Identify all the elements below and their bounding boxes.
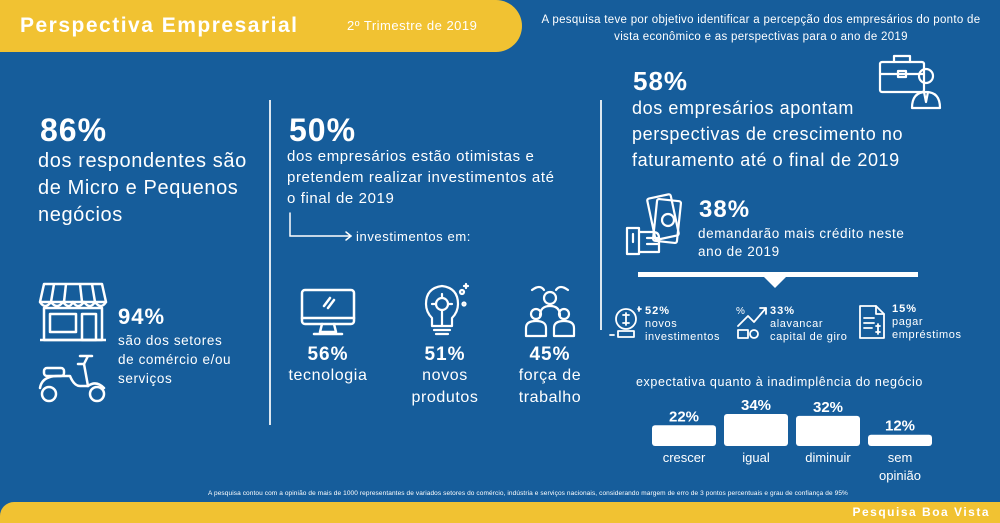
invest-label-2: investimentos	[645, 331, 721, 343]
invest-label-1: novos	[645, 318, 678, 330]
credit-divider-bar	[638, 272, 918, 277]
right-text-1: dos empresários apontam	[632, 98, 854, 118]
right-pct: 58%	[633, 66, 689, 96]
money-hand-icon	[625, 193, 683, 256]
footer-brand: Pesquisa Boa Vista	[852, 505, 990, 519]
products-label-1: novos	[422, 367, 468, 384]
left-pct: 86%	[40, 112, 108, 148]
bar-sem-opinião	[868, 434, 932, 446]
growth-icon: %	[736, 306, 767, 339]
growth-label-1: alavancar	[770, 318, 824, 330]
right-text-2: perspectivas de crescimento no	[632, 124, 904, 144]
tech-label: tecnologia	[288, 367, 368, 384]
credit-text-2: ano de 2019	[698, 244, 780, 259]
header-bar	[0, 0, 522, 52]
products-label-2: produtos	[411, 389, 479, 406]
page-title: Perspectiva Empresarial	[20, 14, 299, 37]
workforce-label-2: trabalho	[518, 389, 582, 406]
sectors-text-3: serviços	[118, 371, 173, 386]
loans-pct: 15%	[892, 303, 918, 315]
bar-igual	[724, 414, 788, 446]
bar-category-label: sem	[888, 450, 913, 465]
credit-text-1: demandarão mais crédito neste	[698, 226, 905, 241]
bar-category-label: opinião	[879, 468, 921, 483]
loans-label-1: pagar	[892, 316, 924, 328]
investments-label: investimentos em:	[356, 229, 471, 244]
period-label: 2º Trimestre de 2019	[347, 18, 478, 33]
bar-value-label: 32%	[813, 399, 843, 416]
bar-category-label: diminuir	[805, 450, 851, 465]
footer-note: A pesquisa contou com a opinião de mais …	[208, 490, 848, 497]
invest-pct: 52%	[645, 305, 671, 317]
left-text-2: de Micro e Pequenos	[38, 177, 239, 199]
svg-text:%: %	[736, 306, 745, 317]
middle-text-1: dos empresários estão otimistas e	[287, 148, 535, 165]
bar-value-label: 22%	[669, 408, 699, 425]
default-expectation-chart: 22% crescer 34% igual 32% diminuir 12% sem opini…	[652, 397, 932, 483]
scooter-icon	[38, 354, 106, 403]
growth-pct: 33%	[770, 305, 796, 317]
tech-pct: 56%	[307, 344, 349, 365]
bar-category-label: crescer	[663, 450, 706, 465]
bar-crescer	[652, 425, 716, 446]
briefcase-businessman-icon	[878, 54, 942, 110]
credit-pointer	[763, 276, 787, 288]
middle-text-3: o final de 2019	[287, 190, 395, 207]
document-icon	[859, 305, 885, 339]
growth-label-2: capital de giro	[770, 331, 848, 343]
bar-diminuir	[796, 415, 860, 446]
bar-category-label: igual	[742, 450, 770, 465]
middle-pct: 50%	[289, 112, 357, 148]
invest-icon	[609, 306, 642, 338]
divider-right	[600, 100, 602, 330]
sectors-text-2: de comércio e/ou	[118, 352, 232, 367]
chart-title: expectativa quanto à inadimplência do ne…	[636, 375, 923, 389]
bar-value-label: 34%	[741, 397, 771, 414]
credit-pct: 38%	[699, 196, 751, 223]
store-icon	[38, 282, 108, 342]
sectors-pct: 94%	[118, 304, 166, 329]
arrow-right-icon	[289, 212, 353, 241]
products-pct: 51%	[424, 344, 466, 365]
left-text-3: negócios	[38, 204, 123, 226]
bar-value-label: 12%	[885, 418, 915, 435]
team-icon	[524, 285, 576, 338]
left-text-1: dos respondentes são	[38, 150, 247, 172]
footer-bar	[0, 502, 1000, 523]
divider-left	[269, 100, 271, 425]
loans-label-2: empréstimos	[892, 329, 962, 341]
workforce-pct: 45%	[529, 344, 571, 365]
sectors-text-1: são dos setores	[118, 333, 223, 348]
intro-text: A pesquisa teve por objetivo identificar…	[541, 14, 981, 43]
right-text-3: faturamento até o final de 2019	[632, 150, 900, 170]
lightbulb-gear-icon	[424, 282, 470, 336]
middle-text-2: pretendem realizar investimentos até	[287, 169, 555, 186]
monitor-icon	[300, 288, 356, 336]
workforce-label-1: força de	[518, 367, 582, 384]
